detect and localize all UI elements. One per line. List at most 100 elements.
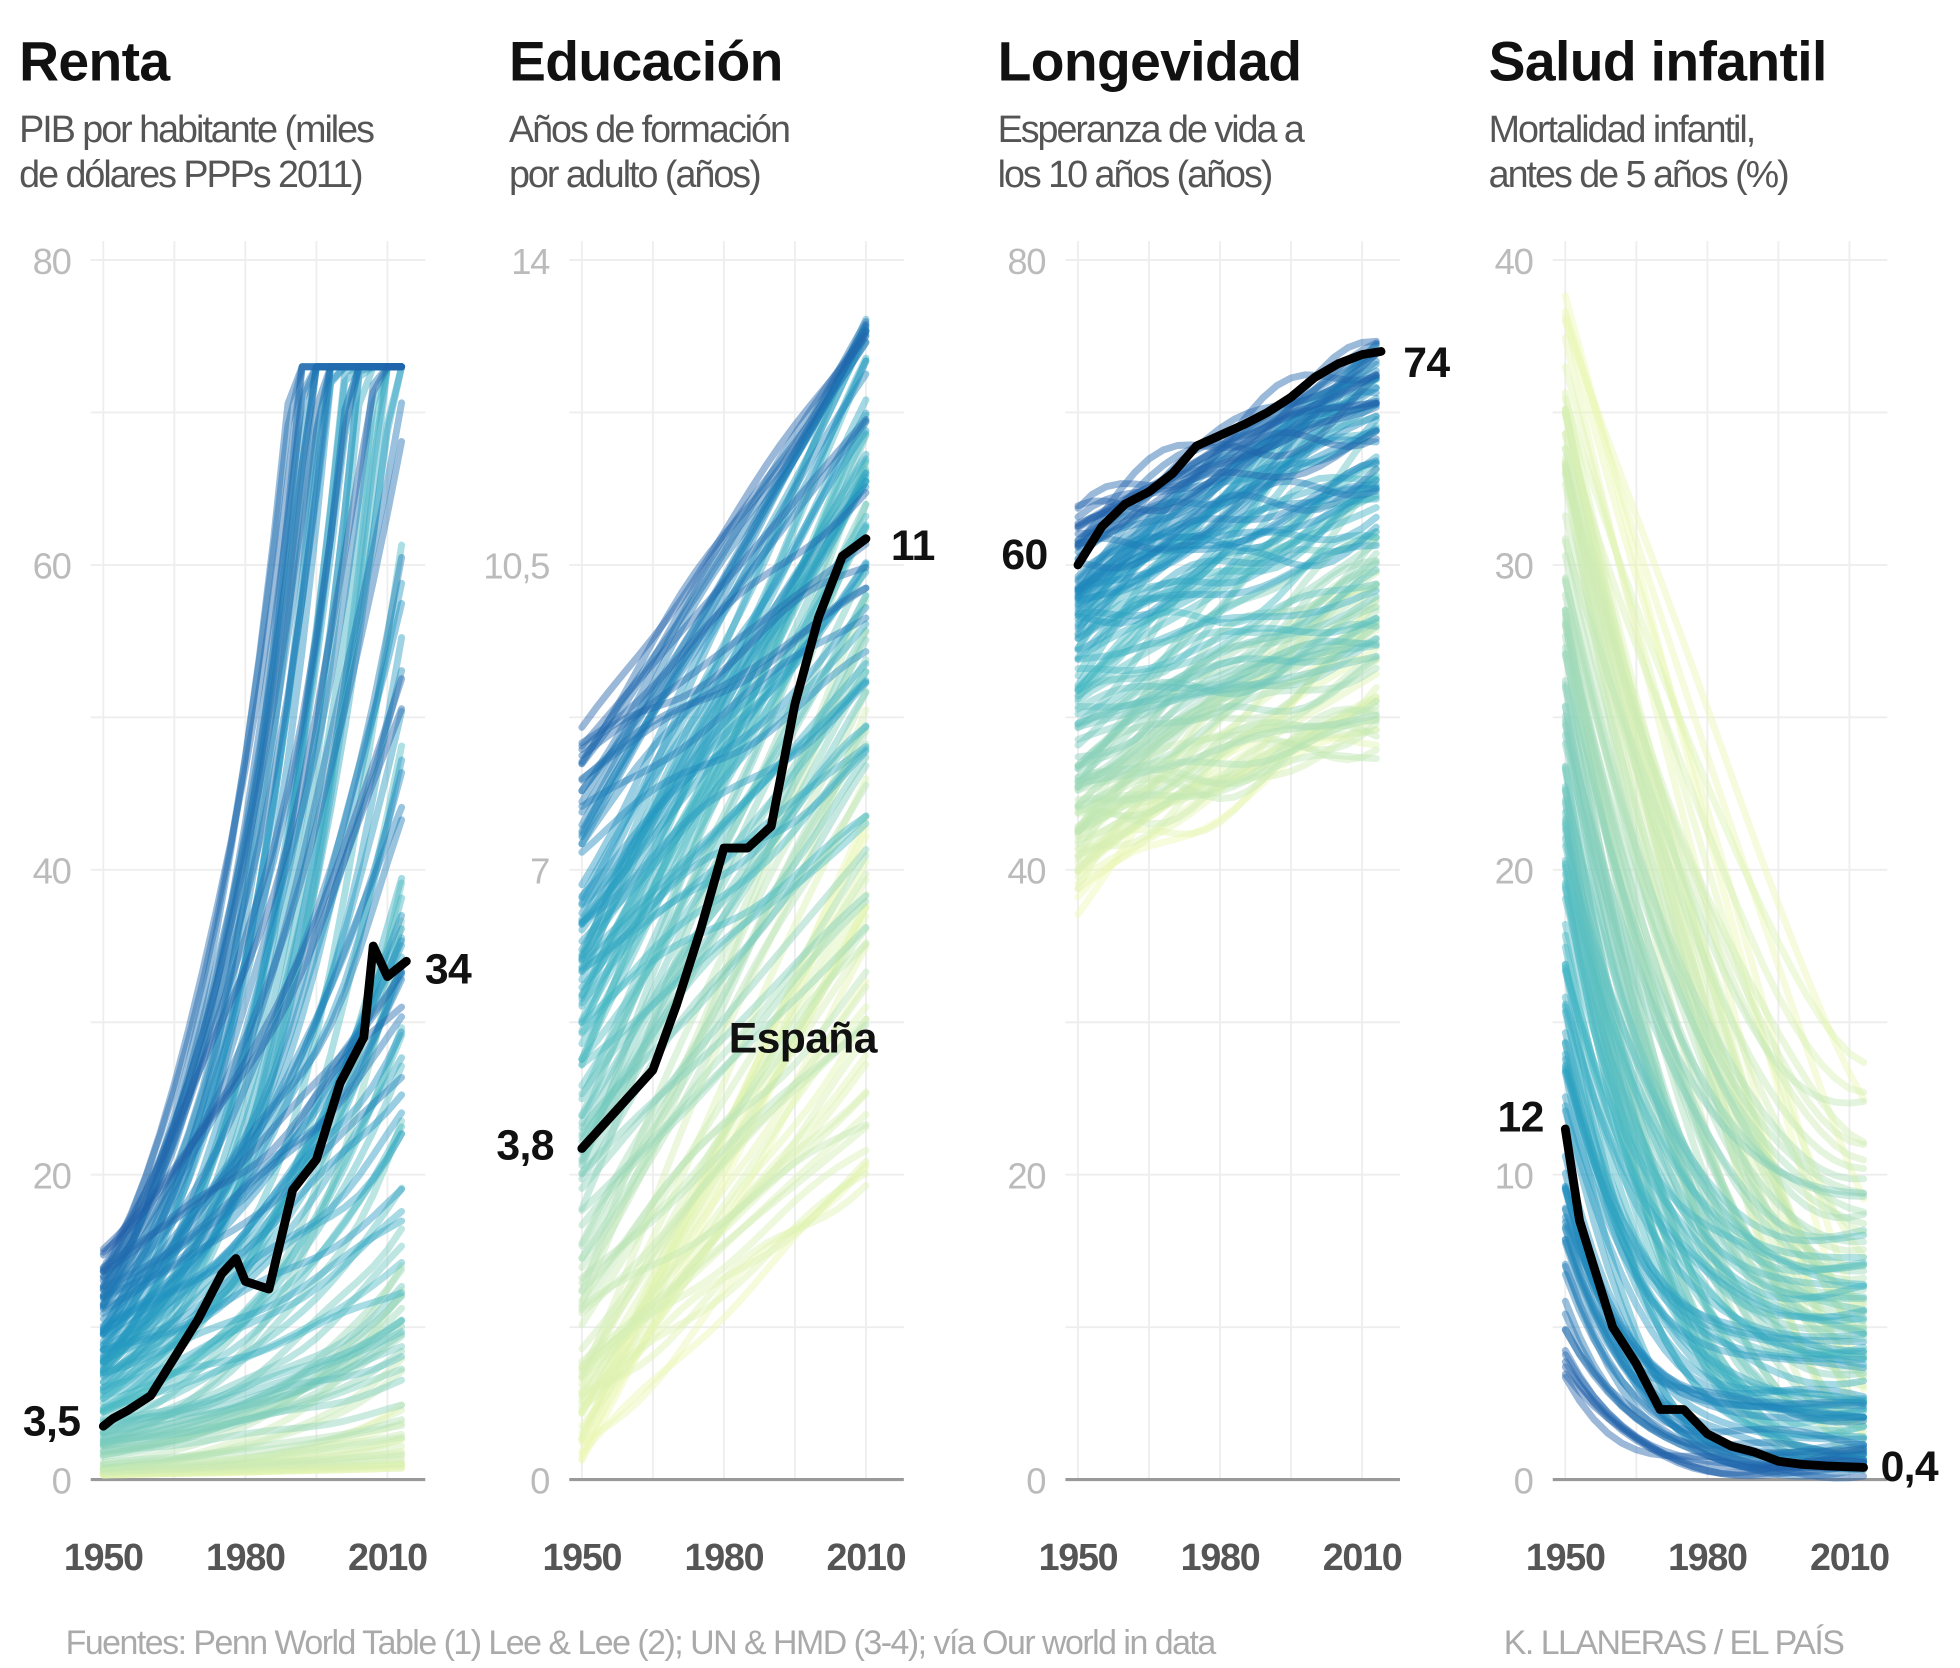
y-tick-label: 20 bbox=[33, 1156, 71, 1197]
country-line bbox=[99, 1459, 406, 1477]
country-line bbox=[1074, 716, 1380, 811]
country-line bbox=[1561, 1029, 1868, 1368]
spain-line bbox=[1560, 1124, 1869, 1472]
country-line bbox=[99, 1054, 406, 1379]
value-labels: 3,5 34 3,8 11 España 60 74 12 0,4 bbox=[23, 339, 1940, 1491]
country-line bbox=[1074, 350, 1380, 639]
country-line bbox=[1561, 1003, 1868, 1441]
country-line bbox=[1074, 714, 1380, 853]
country-line bbox=[1561, 1184, 1868, 1421]
country-line bbox=[1074, 340, 1380, 603]
country-line bbox=[578, 370, 870, 835]
country-line bbox=[1561, 622, 1868, 1246]
x-tick-label: 2010 bbox=[1323, 1536, 1402, 1578]
country-line bbox=[99, 363, 406, 1294]
country-line bbox=[578, 814, 870, 1444]
country-line bbox=[578, 897, 870, 1229]
country-line bbox=[1074, 373, 1380, 547]
country-line bbox=[1561, 681, 1868, 1315]
x-tick-label: 1980 bbox=[206, 1536, 285, 1578]
country-line bbox=[1074, 655, 1380, 892]
panel-title: Educación bbox=[509, 30, 783, 92]
country-line bbox=[1561, 885, 1868, 1406]
country-line bbox=[99, 363, 406, 1364]
country-line bbox=[99, 363, 406, 1280]
country-line bbox=[1074, 465, 1380, 572]
y-tick-label: 40 bbox=[1007, 851, 1045, 892]
country-line bbox=[1074, 472, 1380, 695]
country-line bbox=[578, 939, 870, 1371]
country-line bbox=[99, 363, 406, 1332]
country-line bbox=[1074, 477, 1380, 554]
country-line bbox=[99, 1304, 406, 1459]
country-line bbox=[1561, 430, 1868, 1436]
country-line bbox=[1074, 696, 1380, 887]
country-line bbox=[99, 1365, 406, 1450]
country-line bbox=[578, 1111, 870, 1381]
country-line bbox=[578, 563, 870, 753]
country-line bbox=[99, 1289, 406, 1399]
country-line bbox=[578, 660, 870, 991]
country-line bbox=[1074, 581, 1380, 809]
country-line bbox=[1074, 459, 1380, 630]
country-line bbox=[1561, 835, 1868, 1302]
country-line bbox=[1074, 560, 1380, 773]
country-line bbox=[1561, 1297, 1868, 1480]
country-line bbox=[1074, 697, 1380, 804]
country-line bbox=[578, 968, 870, 1294]
country-line bbox=[578, 489, 870, 747]
country-line bbox=[578, 677, 870, 971]
country-line bbox=[99, 917, 406, 1448]
country-line bbox=[1074, 693, 1380, 871]
country-line bbox=[1074, 436, 1380, 595]
country-line bbox=[99, 363, 406, 1350]
country-line bbox=[1074, 726, 1380, 830]
country-line bbox=[99, 1455, 406, 1475]
country-line bbox=[1561, 1326, 1868, 1457]
x-tick-label: 1950 bbox=[1526, 1536, 1605, 1578]
panel-subtitle: PIB por habitante (miles bbox=[19, 108, 374, 150]
country-line bbox=[578, 1121, 870, 1311]
country-line bbox=[1561, 870, 1868, 1261]
country-line bbox=[99, 912, 406, 1329]
country-line bbox=[1074, 615, 1380, 793]
country-line bbox=[1561, 1062, 1868, 1346]
country-line bbox=[99, 363, 406, 1333]
y-tick-label: 0 bbox=[1026, 1460, 1045, 1501]
country-line bbox=[1561, 409, 1868, 1380]
country-line bbox=[1074, 485, 1380, 654]
country-line bbox=[1561, 703, 1868, 1359]
spain-line bbox=[577, 534, 871, 1153]
country-line bbox=[99, 937, 406, 1334]
country-line bbox=[578, 1015, 870, 1317]
country-line bbox=[99, 1343, 406, 1441]
country-line bbox=[1074, 581, 1380, 840]
country-line bbox=[99, 953, 406, 1386]
country-line bbox=[99, 541, 406, 1412]
country-line bbox=[578, 876, 870, 1382]
y-tick-label: 7 bbox=[530, 851, 549, 892]
country-line bbox=[1561, 406, 1868, 1462]
country-line bbox=[99, 968, 406, 1271]
country-line bbox=[99, 1292, 406, 1461]
country-line bbox=[578, 740, 870, 1250]
country-line bbox=[1074, 360, 1380, 600]
plot-area: 0 10 20 30 40 1950 1980 2010 bbox=[1495, 241, 1891, 1578]
country-line bbox=[1561, 606, 1868, 1270]
country-line bbox=[1074, 473, 1380, 653]
country-line bbox=[1561, 740, 1868, 1241]
country-line bbox=[578, 338, 870, 838]
country-line bbox=[578, 477, 870, 963]
country-line bbox=[99, 363, 406, 1310]
country-line bbox=[1561, 961, 1868, 1325]
country-line bbox=[578, 327, 870, 917]
country-line bbox=[1561, 591, 1868, 1183]
y-tick-label: 80 bbox=[33, 241, 71, 282]
country-line bbox=[1074, 350, 1380, 551]
country-line bbox=[1074, 642, 1380, 729]
country-line bbox=[578, 411, 870, 1063]
country-line bbox=[99, 756, 406, 1348]
country-line bbox=[1561, 574, 1868, 1284]
country-line bbox=[99, 1464, 406, 1478]
country-line bbox=[578, 870, 870, 1329]
